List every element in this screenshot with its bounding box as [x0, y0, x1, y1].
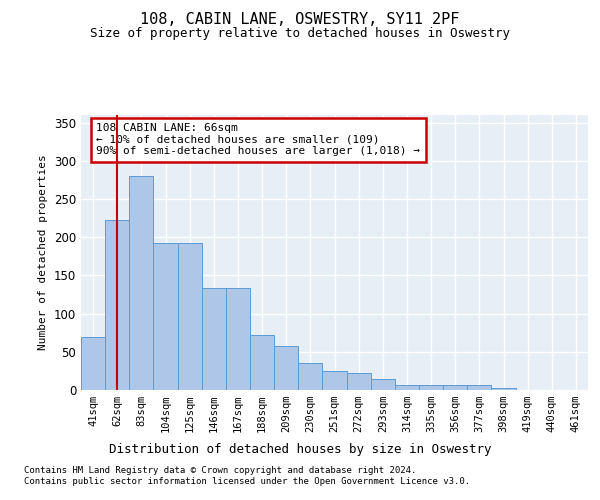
Bar — [129, 176, 154, 390]
Bar — [178, 242, 202, 390]
Bar — [226, 288, 250, 390]
Bar — [154, 242, 178, 390]
Text: Contains HM Land Registry data © Crown copyright and database right 2024.: Contains HM Land Registry data © Crown c… — [24, 466, 416, 475]
Bar — [105, 220, 129, 390]
Bar — [322, 371, 347, 390]
Bar — [274, 346, 298, 390]
Bar — [298, 364, 322, 390]
Text: Distribution of detached houses by size in Oswestry: Distribution of detached houses by size … — [109, 442, 491, 456]
Text: Size of property relative to detached houses in Oswestry: Size of property relative to detached ho… — [90, 28, 510, 40]
Bar — [491, 388, 515, 390]
Bar — [81, 336, 105, 390]
Bar — [395, 386, 419, 390]
Bar — [250, 335, 274, 390]
Bar — [202, 288, 226, 390]
Bar — [419, 386, 443, 390]
Bar — [467, 386, 491, 390]
Bar — [347, 373, 371, 390]
Bar — [371, 380, 395, 390]
Text: Contains public sector information licensed under the Open Government Licence v3: Contains public sector information licen… — [24, 478, 470, 486]
Y-axis label: Number of detached properties: Number of detached properties — [38, 154, 49, 350]
Bar — [443, 386, 467, 390]
Text: 108 CABIN LANE: 66sqm
← 10% of detached houses are smaller (109)
90% of semi-det: 108 CABIN LANE: 66sqm ← 10% of detached … — [96, 123, 420, 156]
Text: 108, CABIN LANE, OSWESTRY, SY11 2PF: 108, CABIN LANE, OSWESTRY, SY11 2PF — [140, 12, 460, 28]
